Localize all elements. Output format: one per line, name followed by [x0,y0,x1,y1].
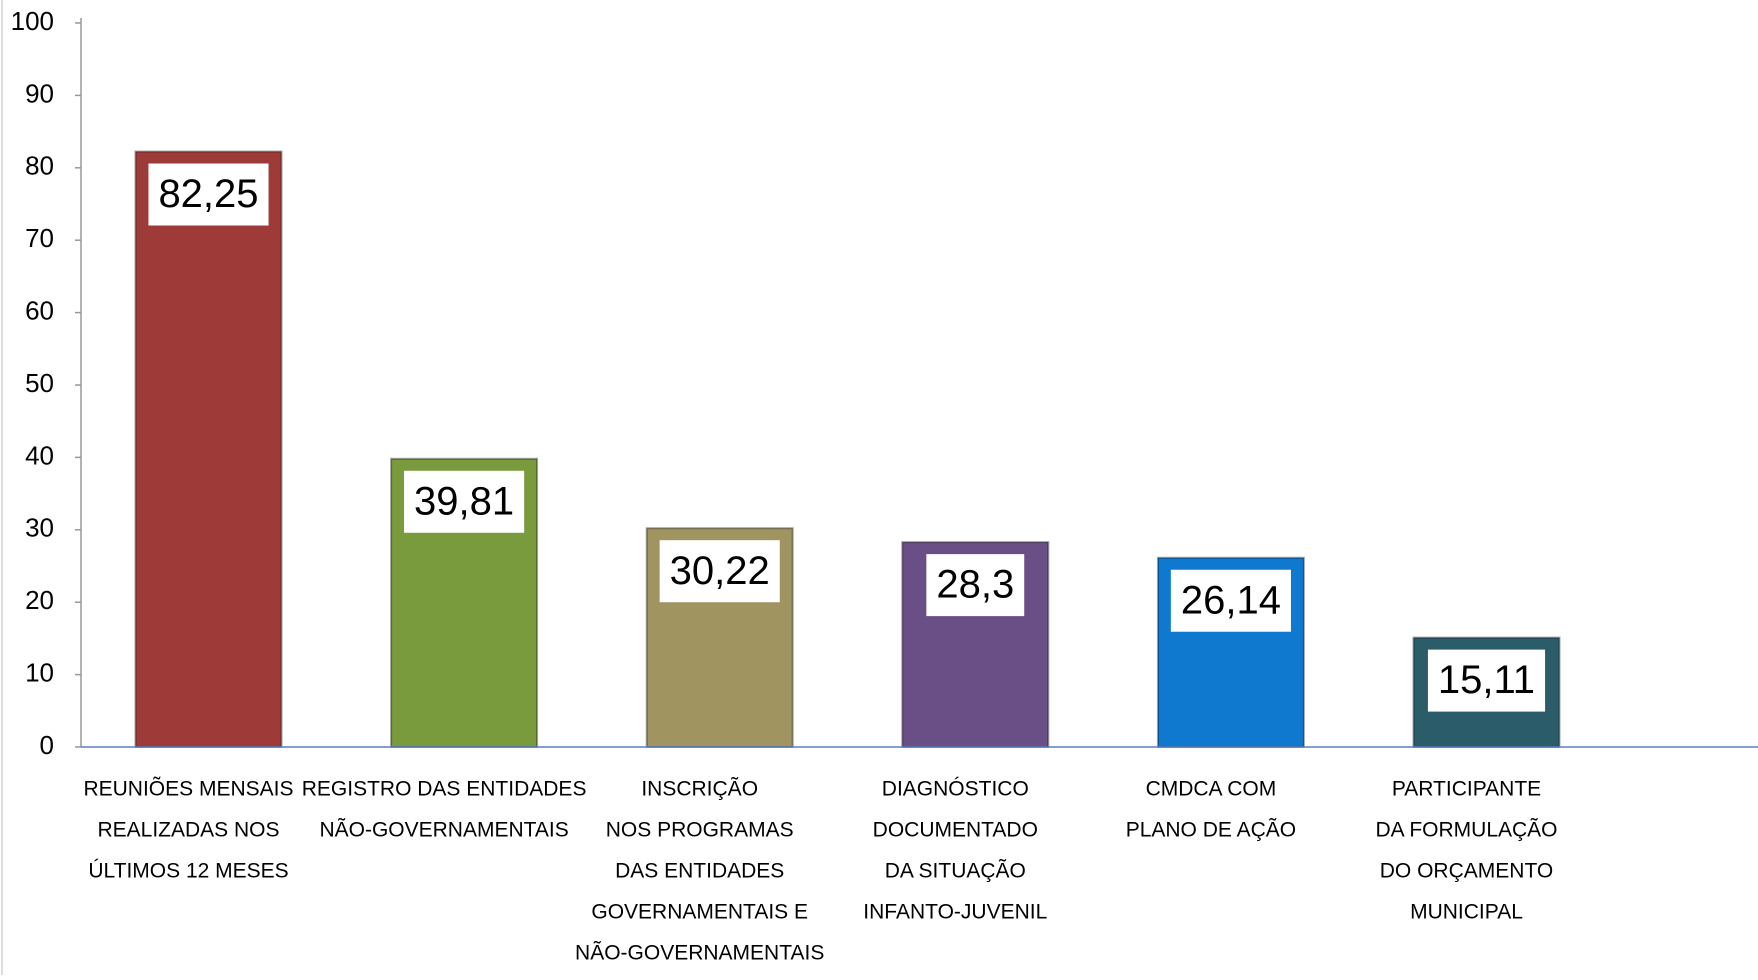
value-label: 26,14 [1181,578,1281,622]
value-label: 39,81 [414,479,514,523]
y-tick-label: 80 [25,151,54,181]
x-tick-label: NOS PROGRAMAS [606,819,794,842]
x-tick-label: REGISTRO DAS ENTIDADES [302,778,587,801]
value-label-box [926,554,1025,617]
y-tick-label: 60 [25,295,54,325]
x-tick-label: REUNIÕES MENSAIS [83,777,293,801]
y-tick-label: 30 [25,513,54,543]
x-tick-label: REALIZADAS NOS [97,819,279,842]
value-label-box [148,163,269,226]
x-tick-label: DOCUMENTADO [873,819,1038,842]
x-tick-label: INFANTO-JUVENIL [863,901,1047,924]
x-tick-label: PARTICIPANTE [1392,778,1541,801]
x-tick-label: GOVERNAMENTAIS E [591,901,808,924]
value-label-box [1170,569,1291,632]
x-tick-label: DA FORMULAÇÃO [1375,818,1557,842]
x-tick-label: PLANO DE AÇÃO [1126,818,1296,842]
y-tick-label: 70 [25,223,54,253]
x-tick-label: DAS ENTIDADES [615,860,784,883]
y-tick-label: 90 [25,78,54,108]
x-tick-label: NÃO-GOVERNAMENTAIS [319,818,568,842]
x-tick-label: NÃO-GOVERNAMENTAIS [575,941,824,965]
value-label: 28,3 [936,563,1014,607]
x-tick-label: DA SITUAÇÃO [885,859,1026,883]
y-tick-label: 50 [25,368,54,398]
x-tick-label: ÚLTIMOS 12 MESES [88,860,288,883]
value-label-box [1427,649,1546,712]
y-tick-label: 10 [25,657,54,687]
value-label-box [659,540,780,603]
x-tick-label: MUNICIPAL [1410,901,1523,924]
value-label: 82,25 [158,172,258,216]
y-tick-label: 40 [25,440,54,470]
bar [134,150,283,748]
x-tick-label: INSCRIÇÃO [641,777,758,801]
value-label: 15,11 [1438,658,1535,702]
y-tick-label: 20 [25,585,54,615]
y-tick-label: 0 [40,730,54,760]
value-label: 30,22 [670,549,770,593]
x-tick-label: DO ORÇAMENTO [1380,860,1553,883]
x-tick-label: CMDCA COM [1146,778,1277,801]
x-tick-label: DIAGNÓSTICO [882,778,1029,801]
value-label-box [404,470,525,533]
y-tick-label: 100 [11,6,54,36]
